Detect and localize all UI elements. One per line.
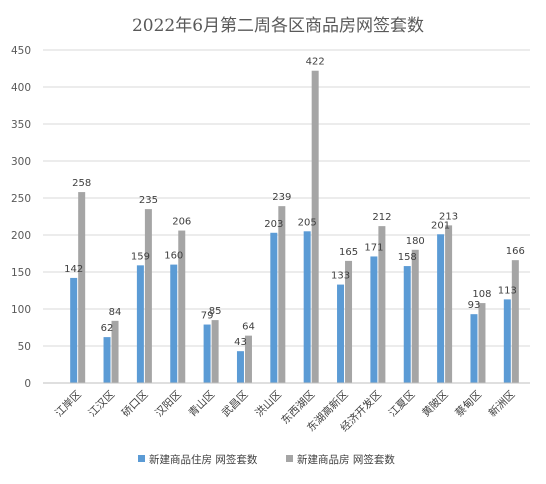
bar-residential: [70, 277, 78, 383]
data-label: 160: [164, 251, 183, 262]
x-tick-label: 汉阳区: [153, 389, 184, 420]
bar-commercial: [244, 335, 252, 383]
y-tick-label: 350: [11, 119, 31, 131]
y-tick-label: 400: [11, 82, 31, 94]
data-label: 108: [472, 289, 491, 300]
data-label: 93: [468, 300, 481, 311]
data-label: 258: [72, 178, 91, 189]
data-label: 206: [172, 217, 191, 228]
y-tick-label: 100: [11, 304, 31, 316]
bar-commercial: [211, 320, 219, 383]
data-label: 201: [431, 220, 450, 231]
bar-residential: [503, 299, 511, 383]
bar-commercial: [311, 70, 319, 383]
bar-commercial: [111, 320, 119, 383]
bar-residential: [303, 231, 311, 383]
bar-residential: [236, 351, 244, 383]
x-tick-label: 蔡甸区: [453, 388, 484, 419]
y-tick-label: 250: [11, 193, 31, 205]
bar-residential: [103, 337, 111, 383]
bar-commercial: [411, 249, 419, 383]
bar-residential: [337, 284, 345, 383]
legend-swatch: [138, 455, 145, 462]
x-tick-label: 江岸区: [53, 389, 84, 420]
data-label: 239: [272, 192, 291, 203]
y-tick-label: 50: [18, 341, 31, 353]
x-tick-label: 黄陂区: [419, 388, 450, 419]
y-tick-label: 150: [11, 267, 31, 279]
y-tick-label: 300: [11, 156, 31, 168]
data-label: 113: [498, 285, 517, 296]
bar-residential: [370, 256, 378, 383]
x-tick-label: 江夏区: [387, 389, 418, 420]
x-tick-label: 新洲区: [486, 388, 517, 419]
data-label: 84: [109, 307, 122, 318]
data-label: 205: [298, 217, 317, 228]
x-tick-label: 武昌区: [219, 388, 250, 419]
bar-residential: [470, 314, 478, 383]
data-label: 203: [264, 219, 283, 230]
x-tick-label: 洪山区: [253, 389, 284, 420]
bars-layer: [70, 70, 519, 383]
data-label: 85: [209, 306, 222, 317]
data-label: 422: [306, 57, 325, 68]
legend-label: 新建商品房 网签套数: [297, 453, 395, 466]
bar-commercial: [178, 230, 186, 383]
y-tick-label: 450: [11, 45, 31, 57]
x-tick-label: 青山区: [186, 388, 217, 419]
data-label: 133: [331, 271, 350, 282]
legend: 新建商品住房 网签套数 新建商品房 网签套数: [138, 453, 395, 466]
data-label: 212: [372, 212, 391, 223]
data-label: 158: [398, 252, 417, 263]
data-label: 79: [201, 311, 214, 322]
bar-residential: [270, 232, 278, 383]
data-label: 165: [339, 247, 358, 258]
data-label: 159: [131, 251, 150, 262]
bar-residential: [136, 265, 144, 383]
bar-commercial: [278, 206, 286, 383]
bar-residential: [203, 324, 211, 383]
bar-residential: [170, 264, 178, 383]
bar-commercial: [511, 260, 519, 383]
data-label: 64: [242, 322, 255, 333]
chart-title: 2022年6月第二周各区商品房网签套数: [132, 16, 424, 36]
y-tick-label: 200: [11, 230, 31, 242]
data-label: 235: [139, 195, 158, 206]
data-label: 213: [439, 211, 458, 222]
legend-label: 新建商品住房 网签套数: [149, 453, 258, 466]
data-label: 43: [234, 337, 247, 348]
data-label: 180: [406, 236, 425, 247]
bar-commercial: [345, 260, 353, 383]
data-label: 171: [364, 242, 383, 253]
data-label: 142: [64, 264, 83, 275]
y-tick-label: 0: [24, 378, 31, 390]
bar-residential: [437, 234, 445, 383]
bar-residential: [403, 266, 411, 383]
bar-commercial: [445, 225, 453, 383]
data-label: 166: [506, 246, 525, 257]
legend-swatch: [286, 455, 293, 462]
x-tick-label: 硚口区: [120, 389, 151, 420]
x-tick-label: 江汉区: [86, 389, 117, 420]
bar-commercial: [478, 303, 486, 383]
bar-commercial: [144, 209, 152, 383]
grid-layer: [43, 49, 530, 384]
bar-commercial: [78, 192, 86, 383]
bar-commercial: [378, 226, 386, 383]
data-label: 62: [101, 323, 114, 334]
